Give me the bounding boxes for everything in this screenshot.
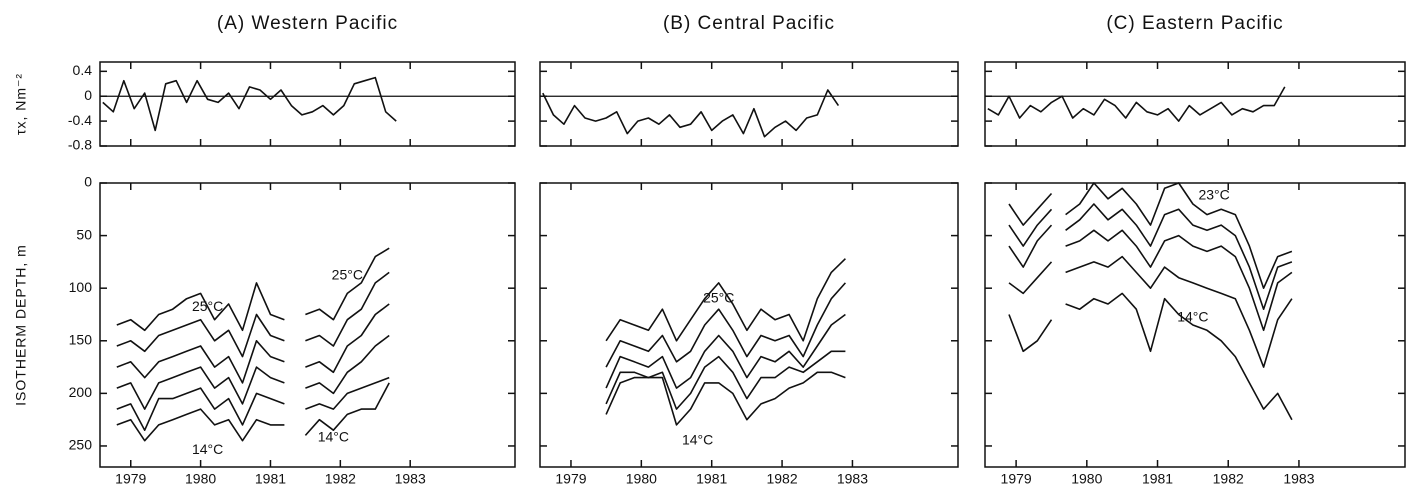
data-line xyxy=(116,334,390,410)
data-line xyxy=(116,247,390,332)
data-line xyxy=(605,350,846,410)
x-tick-label: 1980 xyxy=(185,471,216,487)
plot-frame xyxy=(984,61,1406,147)
x-tick-label: 1979 xyxy=(115,471,146,487)
x-tick-label: 1983 xyxy=(1283,471,1314,487)
x-tick-label: 1980 xyxy=(626,471,657,487)
x-tick-label: 1979 xyxy=(1001,471,1032,487)
panel-title: (C) Eastern Pacific xyxy=(1106,13,1283,34)
x-tick-label: 1981 xyxy=(696,471,727,487)
data-line xyxy=(542,89,840,138)
data-line xyxy=(605,258,846,342)
data-line xyxy=(102,76,397,132)
data-line xyxy=(116,271,390,358)
y-tick-label: -0.4 xyxy=(68,112,92,128)
annotation: 14°C xyxy=(192,441,223,457)
x-tick-label: 1981 xyxy=(255,471,286,487)
y-tick-label: 250 xyxy=(69,437,93,453)
data-line xyxy=(987,86,1286,122)
x-tick-label: 1982 xyxy=(1213,471,1244,487)
y-tick-label: 100 xyxy=(69,279,93,295)
plot-frame xyxy=(99,61,516,147)
x-tick-label: 1982 xyxy=(325,471,356,487)
x-tick-label: 1981 xyxy=(1142,471,1173,487)
y-axis-label: τx, Nm⁻² xyxy=(13,73,29,135)
y-tick-label: 0 xyxy=(84,174,92,190)
data-line xyxy=(116,376,390,431)
data-line xyxy=(116,382,390,442)
plot-frame xyxy=(99,182,516,468)
x-tick-label: 1983 xyxy=(837,471,868,487)
annotation: 14°C xyxy=(682,431,713,447)
x-tick-label: 1983 xyxy=(395,471,426,487)
data-line xyxy=(1008,182,1293,289)
panel-title: (A) Western Pacific xyxy=(217,13,398,34)
annotation: 25°C xyxy=(332,266,363,282)
y-tick-label: 0.4 xyxy=(73,62,93,78)
y-axis-label: ISOTHERM DEPTH, m xyxy=(13,244,29,406)
data-line xyxy=(116,303,390,384)
data-line xyxy=(605,371,846,426)
data-line xyxy=(1008,255,1293,368)
data-line xyxy=(1008,203,1293,310)
plot-frame xyxy=(539,61,959,147)
y-tick-label: 150 xyxy=(69,331,93,347)
annotation: 14°C xyxy=(1177,308,1208,324)
plot-frame xyxy=(984,182,1406,468)
y-tick-label: 200 xyxy=(69,384,93,400)
x-tick-label: 1979 xyxy=(555,471,586,487)
annotation: 23°C xyxy=(1198,186,1229,202)
x-tick-label: 1980 xyxy=(1071,471,1102,487)
data-line xyxy=(605,313,846,389)
annotation: 25°C xyxy=(703,289,734,305)
y-tick-label: 0 xyxy=(84,87,92,103)
data-line xyxy=(1008,224,1293,332)
annotation: 14°C xyxy=(318,428,349,444)
panel-title: (B) Central Pacific xyxy=(663,13,835,34)
data-line xyxy=(605,282,846,368)
data-line xyxy=(1008,292,1293,421)
annotation: 25°C xyxy=(192,298,223,314)
y-tick-label: -0.8 xyxy=(68,137,92,153)
y-tick-label: 50 xyxy=(76,226,92,242)
x-tick-label: 1982 xyxy=(766,471,797,487)
plot-frame xyxy=(539,182,959,468)
